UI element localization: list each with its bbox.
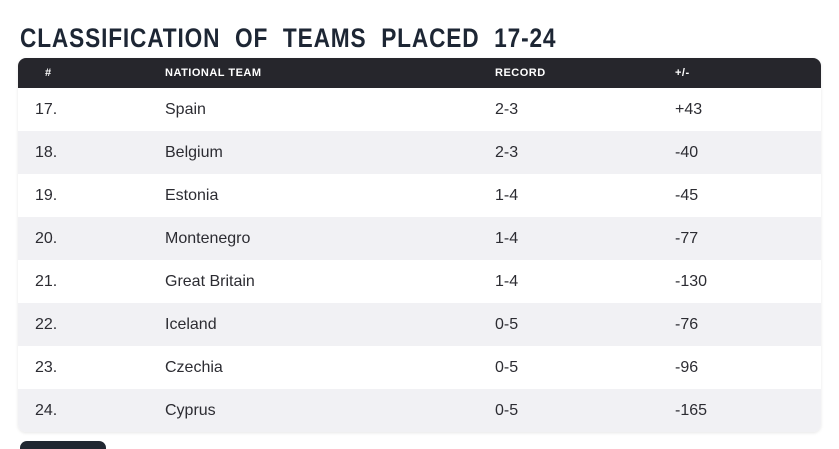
rank-cell: 17. [35, 100, 58, 118]
team-cell: Czechia [165, 358, 223, 376]
next-section-header-fragment [20, 441, 106, 449]
table-row: 20. Montenegro 1-4 -77 [18, 217, 821, 260]
table-row: 24. Cyprus 0-5 -165 [18, 389, 821, 432]
table-row: 21. Great Britain 1-4 -130 [18, 260, 821, 303]
plusminus-cell: -130 [675, 272, 708, 290]
column-header-team: NATIONAL TEAM [165, 67, 262, 79]
rank-cell: 23. [35, 358, 58, 376]
table-row: 18. Belgium 2-3 -40 [18, 131, 821, 174]
record-cell: 2-3 [495, 100, 519, 118]
page-title: CLASSIFICATION OF TEAMS PLACED 17-24 [20, 23, 557, 54]
plusminus-cell: -45 [675, 186, 699, 204]
rank-cell: 18. [35, 143, 58, 161]
plusminus-cell: -96 [675, 358, 699, 376]
team-cell: Cyprus [165, 401, 216, 419]
team-cell: Spain [165, 100, 206, 118]
plusminus-cell: -165 [675, 401, 708, 419]
team-cell: Montenegro [165, 229, 251, 247]
record-cell: 2-3 [495, 143, 519, 161]
table-row: 23. Czechia 0-5 -96 [18, 346, 821, 389]
team-cell: Belgium [165, 143, 223, 161]
table-row: 22. Iceland 0-5 -76 [18, 303, 821, 346]
column-header-record: RECORD [495, 67, 546, 79]
team-cell: Great Britain [165, 272, 255, 290]
record-cell: 0-5 [495, 401, 519, 419]
rank-cell: 22. [35, 315, 58, 333]
plusminus-cell: -77 [675, 229, 699, 247]
table-header-row: # NATIONAL TEAM RECORD +/- [18, 58, 821, 88]
rank-cell: 21. [35, 272, 58, 290]
table-body: 17. Spain 2-3 +43 18. Belgium 2-3 -40 19… [18, 88, 821, 432]
standings-table: # NATIONAL TEAM RECORD +/- 17. Spain 2-3… [18, 58, 821, 432]
rank-cell: 24. [35, 401, 58, 419]
record-cell: 0-5 [495, 358, 519, 376]
record-cell: 1-4 [495, 229, 519, 247]
plusminus-cell: +43 [675, 100, 703, 118]
column-header-plusminus: +/- [675, 67, 690, 79]
table-row: 19. Estonia 1-4 -45 [18, 174, 821, 217]
team-cell: Iceland [165, 315, 217, 333]
team-cell: Estonia [165, 186, 219, 204]
table-row: 17. Spain 2-3 +43 [18, 88, 821, 131]
rank-cell: 19. [35, 186, 58, 204]
plusminus-cell: -40 [675, 143, 699, 161]
rank-cell: 20. [35, 229, 58, 247]
record-cell: 1-4 [495, 272, 519, 290]
plusminus-cell: -76 [675, 315, 699, 333]
record-cell: 0-5 [495, 315, 519, 333]
record-cell: 1-4 [495, 186, 519, 204]
column-header-rank: # [45, 67, 52, 79]
